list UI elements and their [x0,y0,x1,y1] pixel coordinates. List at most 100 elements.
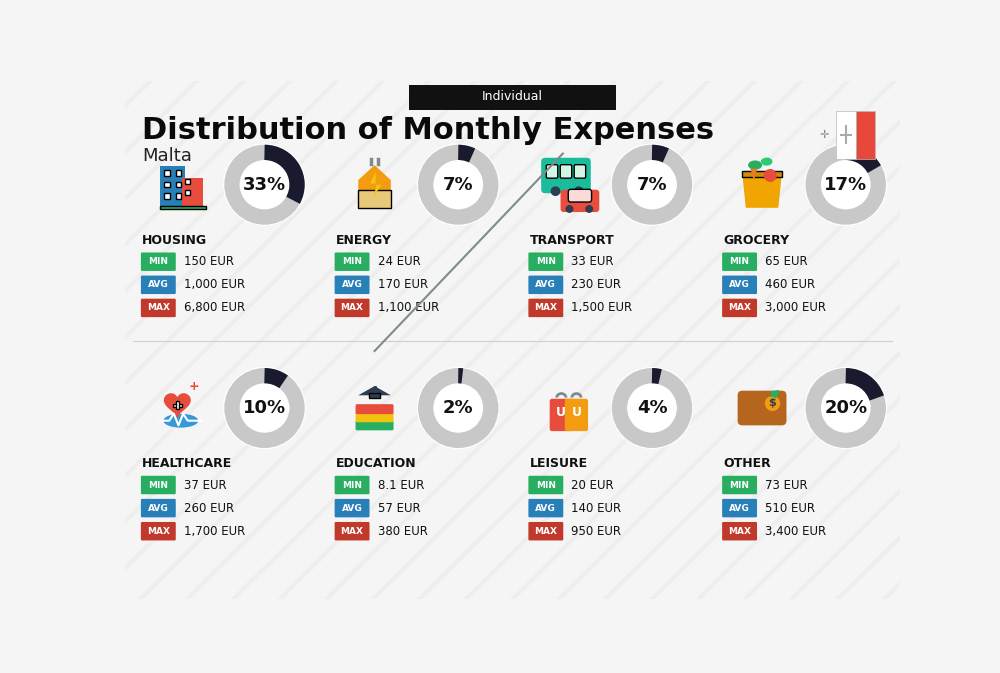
FancyBboxPatch shape [160,205,206,209]
FancyBboxPatch shape [356,421,394,430]
FancyBboxPatch shape [182,178,203,208]
FancyBboxPatch shape [541,157,591,193]
FancyBboxPatch shape [164,194,170,199]
FancyBboxPatch shape [176,170,181,176]
Text: U: U [556,406,566,419]
Text: MIN: MIN [730,257,750,267]
Text: TRANSPORT: TRANSPORT [530,234,614,246]
FancyBboxPatch shape [722,252,757,271]
FancyBboxPatch shape [141,299,176,317]
FancyBboxPatch shape [722,522,757,540]
FancyBboxPatch shape [742,171,782,176]
Text: 380 EUR: 380 EUR [378,525,428,538]
Text: 65 EUR: 65 EUR [765,255,808,269]
Text: 1,700 EUR: 1,700 EUR [184,525,245,538]
Text: AVG: AVG [729,503,750,513]
FancyBboxPatch shape [546,165,558,178]
Text: 1,100 EUR: 1,100 EUR [378,302,439,314]
FancyBboxPatch shape [185,179,190,184]
Polygon shape [165,394,190,417]
FancyBboxPatch shape [164,182,170,188]
FancyBboxPatch shape [164,170,170,176]
FancyBboxPatch shape [722,275,757,294]
FancyBboxPatch shape [568,189,592,202]
Text: 6,800 EUR: 6,800 EUR [184,302,245,314]
Circle shape [224,367,305,448]
Circle shape [586,206,592,212]
Circle shape [224,144,305,225]
Text: MIN: MIN [148,257,168,267]
Text: MAX: MAX [728,304,751,312]
Ellipse shape [163,414,198,427]
Circle shape [611,367,693,448]
Text: MAX: MAX [534,304,557,312]
Text: 7%: 7% [443,176,474,194]
Text: 1,000 EUR: 1,000 EUR [184,279,245,291]
Text: GROCERY: GROCERY [723,234,789,246]
Text: 33%: 33% [243,176,286,194]
Text: EDUCATION: EDUCATION [336,457,416,470]
Text: 3,400 EUR: 3,400 EUR [765,525,826,538]
Polygon shape [370,172,382,197]
Circle shape [611,144,693,225]
FancyBboxPatch shape [358,190,391,208]
FancyBboxPatch shape [722,299,757,317]
Text: 1,500 EUR: 1,500 EUR [571,302,633,314]
Text: 140 EUR: 140 EUR [571,501,622,515]
FancyBboxPatch shape [176,182,181,188]
Text: 7%: 7% [637,176,667,194]
FancyBboxPatch shape [528,252,563,271]
Text: AVG: AVG [535,281,556,289]
Circle shape [418,367,499,448]
FancyBboxPatch shape [528,499,563,518]
Text: ENERGY: ENERGY [336,234,392,246]
FancyBboxPatch shape [173,404,182,407]
Text: 8.1 EUR: 8.1 EUR [378,479,424,491]
FancyBboxPatch shape [409,85,616,110]
FancyBboxPatch shape [176,194,181,199]
Text: 150 EUR: 150 EUR [184,255,234,269]
FancyBboxPatch shape [335,476,370,494]
FancyBboxPatch shape [335,275,370,294]
Text: HOUSING: HOUSING [142,234,207,246]
Text: MIN: MIN [730,481,750,489]
Text: 230 EUR: 230 EUR [571,279,621,291]
Text: 20 EUR: 20 EUR [571,479,614,491]
Text: 24 EUR: 24 EUR [378,255,420,269]
FancyBboxPatch shape [335,299,370,317]
Text: MIN: MIN [536,257,556,267]
Text: AVG: AVG [729,281,750,289]
Text: MAX: MAX [147,304,170,312]
FancyBboxPatch shape [141,499,176,518]
Circle shape [764,170,776,181]
Text: 57 EUR: 57 EUR [378,501,420,515]
FancyBboxPatch shape [856,111,875,159]
FancyBboxPatch shape [836,111,856,159]
Text: MIN: MIN [536,481,556,489]
Text: MIN: MIN [342,481,362,489]
Text: AVG: AVG [535,503,556,513]
Text: $: $ [769,398,776,409]
FancyBboxPatch shape [335,499,370,518]
Text: MIN: MIN [148,481,168,489]
FancyBboxPatch shape [560,165,572,178]
FancyBboxPatch shape [565,399,588,431]
FancyBboxPatch shape [141,522,176,540]
Ellipse shape [761,157,773,166]
FancyBboxPatch shape [335,522,370,540]
Text: 260 EUR: 260 EUR [184,501,234,515]
Text: 17%: 17% [824,176,867,194]
Circle shape [766,396,779,411]
Text: Individual: Individual [482,90,543,104]
Circle shape [805,144,886,225]
FancyBboxPatch shape [528,476,563,494]
Text: Distribution of Monthly Expenses: Distribution of Monthly Expenses [142,116,714,145]
Text: MAX: MAX [728,527,751,536]
Text: 4%: 4% [637,399,667,417]
FancyBboxPatch shape [356,413,394,422]
Circle shape [575,187,583,195]
FancyBboxPatch shape [528,299,563,317]
FancyBboxPatch shape [722,499,757,518]
FancyBboxPatch shape [528,275,563,294]
Circle shape [418,144,499,225]
